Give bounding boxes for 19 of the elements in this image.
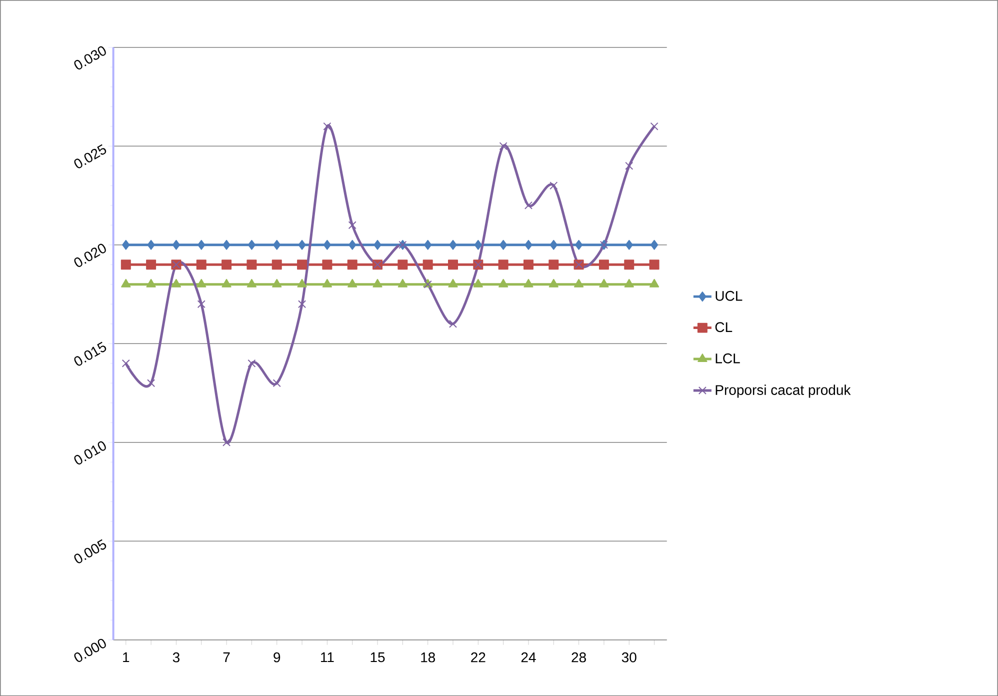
x-tick-label: 18 [421,652,436,662]
y-tick-label: 0.030 [74,46,106,70]
x-tick-label: 3 [172,652,180,662]
x-tick-label: 9 [274,652,280,662]
x-tick-label: 24 [521,652,536,662]
x-tick-label: 28 [572,652,586,662]
legend-label: CL [715,322,732,332]
legend-label: Proporsi cacat produk [716,384,851,398]
y-tick-label: 0.020 [74,244,106,267]
x-tick-label: 15 [370,652,385,662]
y-tick-label: 0.000 [74,638,106,662]
y-tick-label: 0.010 [74,441,106,464]
x-tick-label: 22 [471,652,486,662]
legend-label: LCL [716,353,740,364]
x-tick-label: 11 [320,652,334,662]
legend-label: UCL [716,290,742,301]
x-tick-label: 1 [123,652,130,662]
x-tick-label: 30 [622,652,636,662]
x-tick-label: 7 [223,652,230,662]
